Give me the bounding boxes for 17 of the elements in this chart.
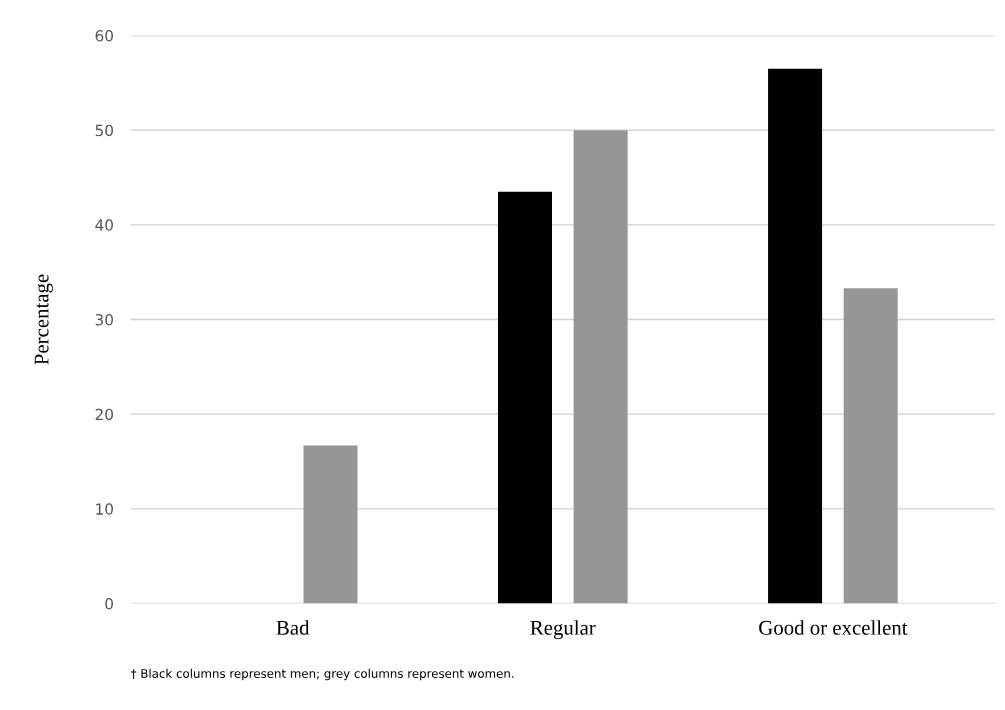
y-tick-label: 60 — [95, 29, 113, 42]
x-tick-label: Regular — [530, 620, 596, 640]
y-tick-label: 0 — [105, 597, 113, 610]
y-tick-label: 20 — [95, 408, 113, 421]
bar — [303, 445, 358, 604]
y-axis-title: Percentage — [34, 274, 53, 365]
bar — [573, 130, 628, 604]
y-tick-label: 10 — [96, 503, 113, 515]
bar — [497, 191, 552, 604]
y-tick-label: 40 — [95, 219, 113, 231]
y-tick-label: 30 — [95, 313, 113, 326]
x-tick-label: Bad — [276, 620, 310, 635]
bar — [768, 68, 823, 604]
bar — [843, 288, 898, 604]
text: † Black columns represent men; grey columns represent women. — [130, 668, 514, 681]
y-tick-label: 50 — [95, 124, 113, 137]
x-tick-label: Good or excellent — [759, 620, 908, 635]
